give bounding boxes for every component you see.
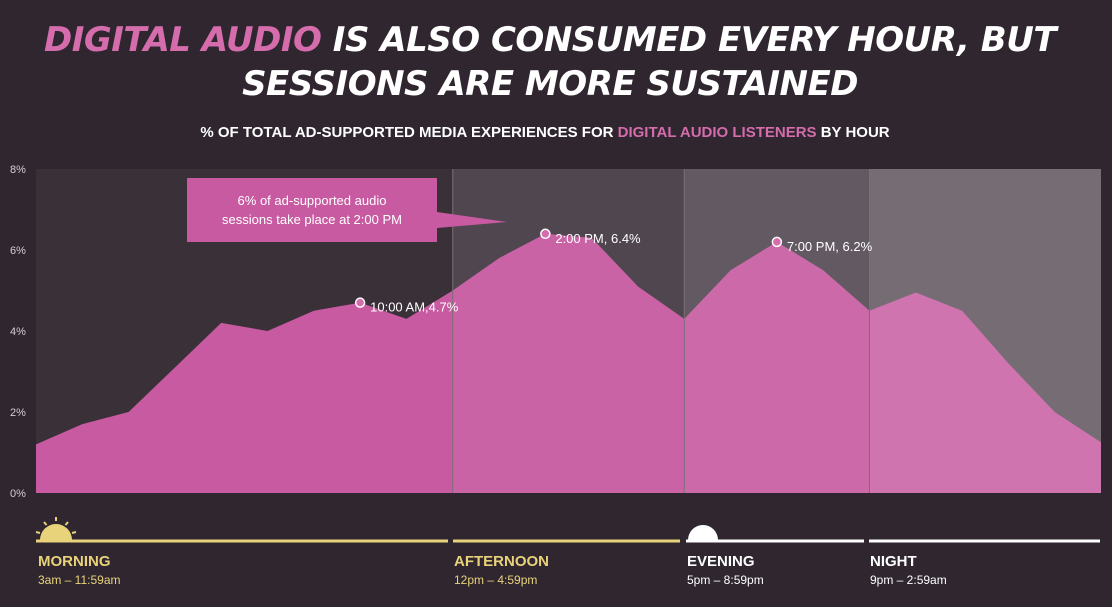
band-overlay-evening — [684, 169, 870, 493]
y-tick-label: 2% — [10, 407, 26, 419]
title-highlight: DIGITAL AUDIO — [43, 20, 322, 60]
period-evening-name: EVENING — [687, 553, 755, 570]
band-dividers — [452, 169, 1101, 493]
annotation-marker — [540, 228, 551, 240]
period-morning-range: 3am – 11:59am — [38, 573, 121, 587]
y-tick-label: 6% — [10, 245, 26, 257]
period-morning: MORNING 3am – 11:59am — [38, 553, 121, 587]
annotation-label: 2:00 PM, 6.4% — [555, 231, 641, 246]
callout-box — [187, 178, 507, 242]
point-annotations: 10:00 AM,4.7% 2:00 PM, 6.4% 7:00 PM, 6.2% — [354, 228, 873, 315]
period-evening-range: 5pm – 8:59pm — [687, 573, 764, 587]
band-overlay-afternoon — [452, 169, 685, 493]
area-series — [36, 233, 1101, 494]
moon-icon — [688, 525, 718, 540]
title-line2: SESSIONS ARE MORE SUSTAINED — [242, 64, 858, 104]
callout-line2: sessions take place at 2:00 PM — [222, 212, 402, 227]
period-afternoon-range: 12pm – 4:59pm — [454, 573, 538, 587]
annotation-marker — [354, 297, 366, 308]
sun-icon — [35, 517, 77, 540]
subtitle-highlight: DIGITAL AUDIO LISTENERS — [617, 124, 817, 141]
y-tick-label: 4% — [10, 326, 26, 338]
period-evening: EVENING 5pm – 8:59pm — [687, 553, 764, 587]
period-night-name: NIGHT — [870, 553, 917, 570]
title-line1-rest: IS ALSO CONSUMED EVERY HOUR, BUT — [321, 20, 1057, 60]
callout-line1: 6% of ad-supported audio — [238, 193, 387, 208]
callout: 6% of ad-supported audio sessions take p… — [187, 178, 507, 242]
period-night-range: 9pm – 2:59am — [870, 573, 947, 587]
subtitle-post: BY HOUR — [816, 124, 890, 141]
y-tick-label: 8% — [10, 164, 26, 176]
chart-title: DIGITAL AUDIO IS ALSO CONSUMED EVERY HOU… — [0, 18, 1100, 106]
period-afternoon: AFTERNOON 12pm – 4:59pm — [454, 553, 549, 587]
y-tick-label: 0% — [10, 488, 26, 500]
band-overlay-night — [869, 169, 1101, 493]
y-axis: 0% 2% 4% 6% 8% — [10, 164, 26, 500]
subtitle-pre: % OF TOTAL AD-SUPPORTED MEDIA EXPERIENCE… — [200, 124, 618, 141]
period-afternoon-name: AFTERNOON — [454, 553, 549, 570]
annotation-label: 7:00 PM, 6.2% — [787, 239, 873, 254]
annotation-label: 10:00 AM,4.7% — [370, 300, 459, 315]
period-morning-name: MORNING — [38, 553, 111, 570]
annotation-marker — [771, 236, 783, 248]
area-series-path — [36, 233, 1101, 494]
period-night: NIGHT 9pm – 2:59am — [870, 553, 947, 587]
period-timeline — [35, 517, 1100, 543]
chart-subtitle: % OF TOTAL AD-SUPPORTED MEDIA EXPERIENCE… — [0, 124, 1090, 141]
